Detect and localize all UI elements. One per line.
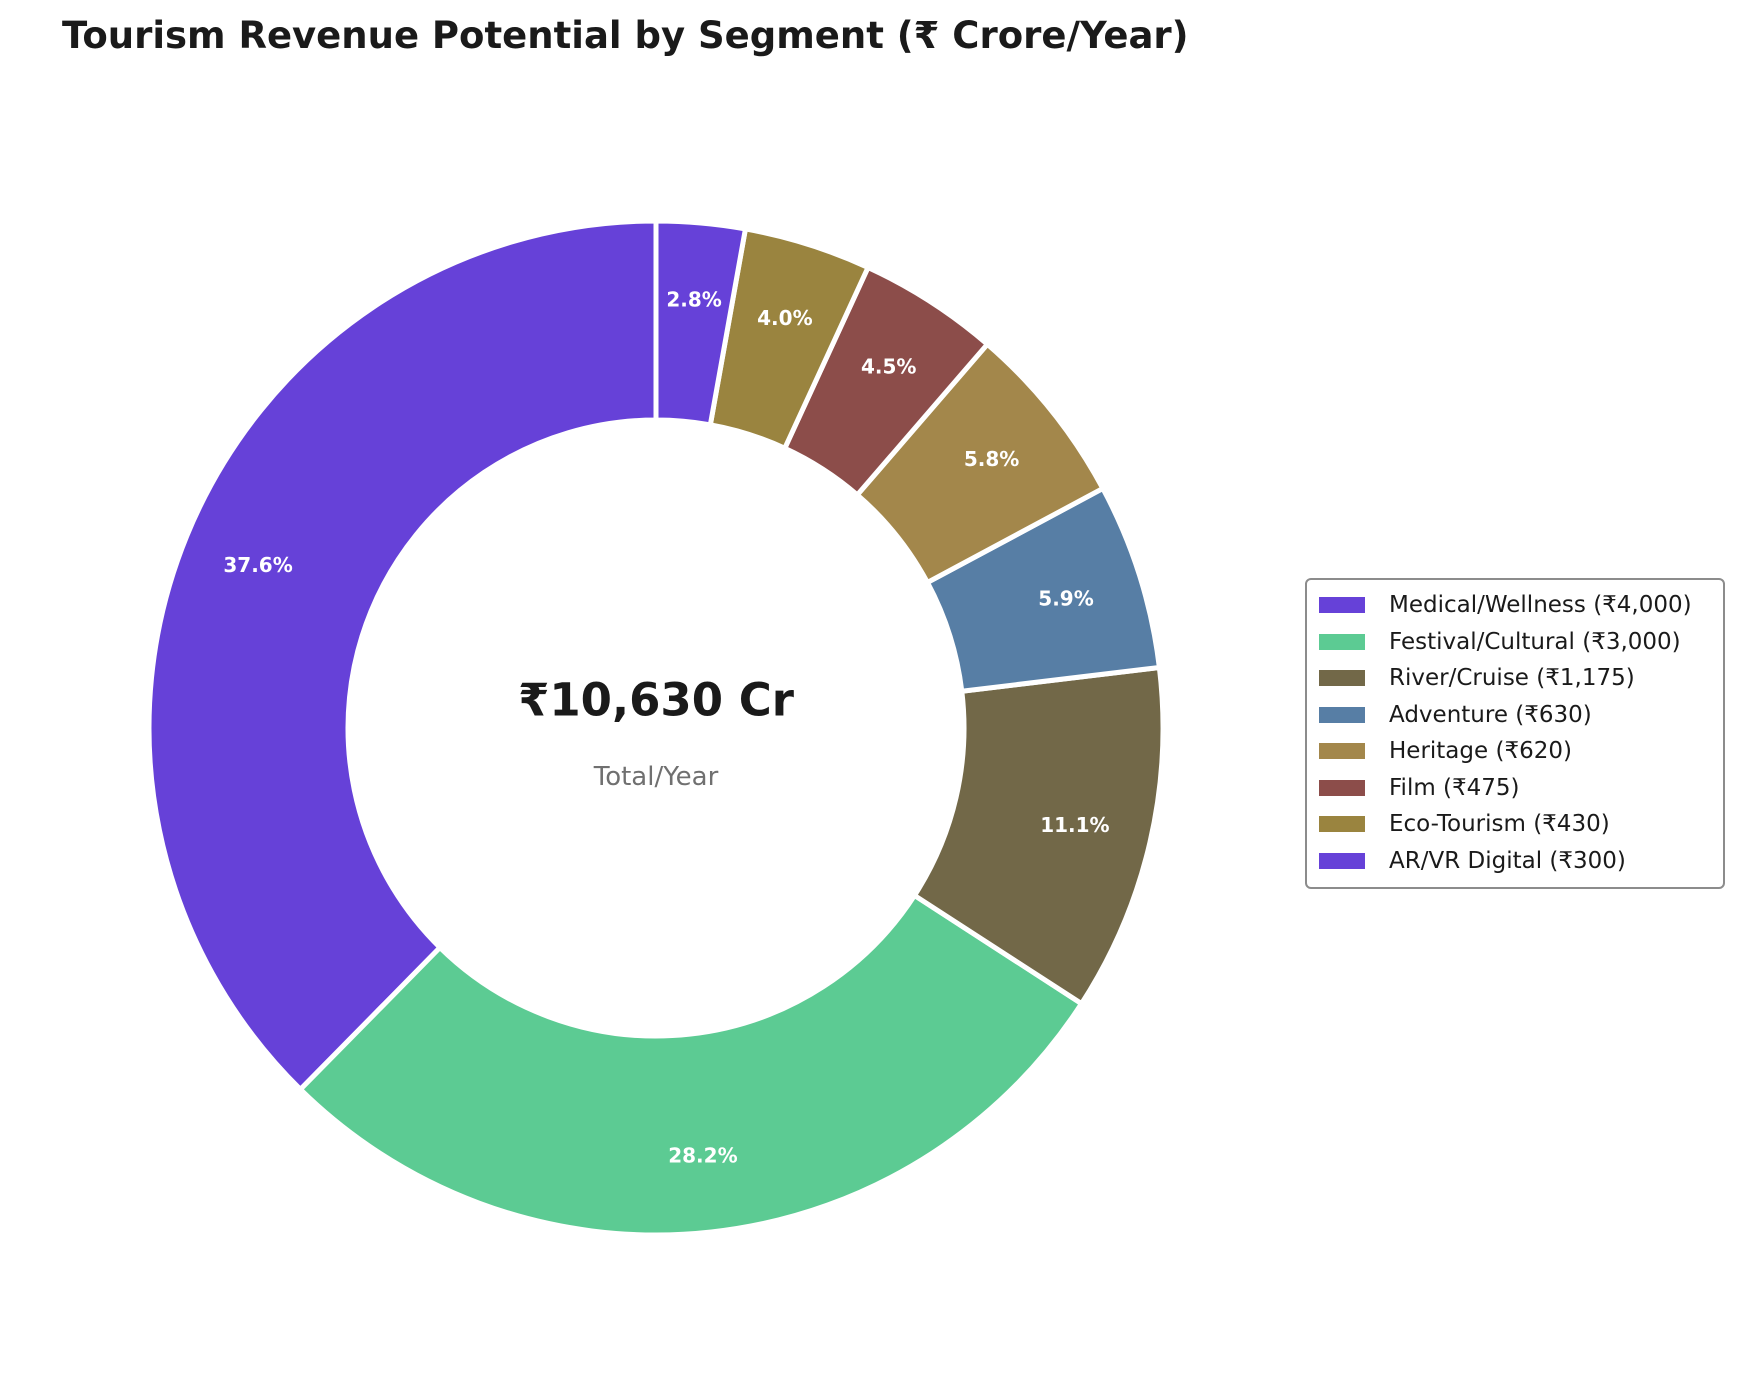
chart-legend: Medical/Wellness (₹4,000) Festival/Cultur… bbox=[1305, 578, 1725, 889]
legend-item: Adventure (₹630) bbox=[1307, 697, 1723, 734]
legend-item: AR/VR Digital (₹300) bbox=[1307, 843, 1723, 880]
pct-label: 4.0% bbox=[757, 306, 812, 330]
legend-swatch bbox=[1319, 779, 1365, 796]
slice-ar-vr-digital bbox=[653, 218, 748, 428]
slice-festival-cultural bbox=[297, 892, 1085, 1238]
slice-medical-wellness bbox=[146, 218, 659, 1092]
legend-swatch bbox=[1319, 743, 1365, 760]
legend-item: Festival/Cultural (₹3,000) bbox=[1307, 624, 1723, 661]
legend-swatch bbox=[1319, 816, 1365, 833]
legend-label: Heritage (₹620) bbox=[1389, 738, 1572, 765]
legend-item: Eco-Tourism (₹430) bbox=[1307, 806, 1723, 843]
legend-label: River/Cruise (₹1,175) bbox=[1389, 665, 1635, 692]
pct-label: 37.6% bbox=[223, 553, 292, 577]
legend-item: Heritage (₹620) bbox=[1307, 733, 1723, 770]
center-total-value: ₹10,630 Cr bbox=[518, 674, 795, 727]
legend-swatch bbox=[1319, 633, 1365, 650]
legend-label: AR/VR Digital (₹300) bbox=[1389, 847, 1626, 874]
pct-label: 4.5% bbox=[861, 354, 916, 378]
donut-slices bbox=[146, 218, 1166, 1238]
legend-label: Medical/Wellness (₹4,000) bbox=[1389, 592, 1692, 619]
legend-label: Eco-Tourism (₹430) bbox=[1389, 811, 1610, 838]
percentage-labels: 37.6% 28.2% 11.1% 5.9% 5.8% 4.5% 4.0% 2.8% bbox=[223, 288, 1109, 1168]
legend-label: Adventure (₹630) bbox=[1389, 701, 1592, 728]
legend-label: Festival/Cultural (₹3,000) bbox=[1389, 628, 1681, 655]
legend-swatch bbox=[1319, 670, 1365, 687]
legend-label: Film (₹475) bbox=[1389, 774, 1520, 801]
legend-item: Film (₹475) bbox=[1307, 770, 1723, 807]
center-subtitle: Total/Year bbox=[593, 762, 719, 792]
legend-item: River/Cruise (₹1,175) bbox=[1307, 660, 1723, 697]
pct-label: 11.1% bbox=[1040, 813, 1109, 837]
pct-label: 28.2% bbox=[668, 1143, 737, 1167]
legend-swatch bbox=[1319, 852, 1365, 869]
legend-item: Medical/Wellness (₹4,000) bbox=[1307, 587, 1723, 624]
legend-swatch bbox=[1319, 706, 1365, 723]
pct-label: 2.8% bbox=[666, 288, 721, 312]
pct-label: 5.8% bbox=[964, 447, 1019, 471]
chart-title: Tourism Revenue Potential by Segment (₹ … bbox=[62, 14, 1189, 57]
legend-swatch bbox=[1319, 597, 1365, 614]
pct-label: 5.9% bbox=[1038, 587, 1093, 611]
